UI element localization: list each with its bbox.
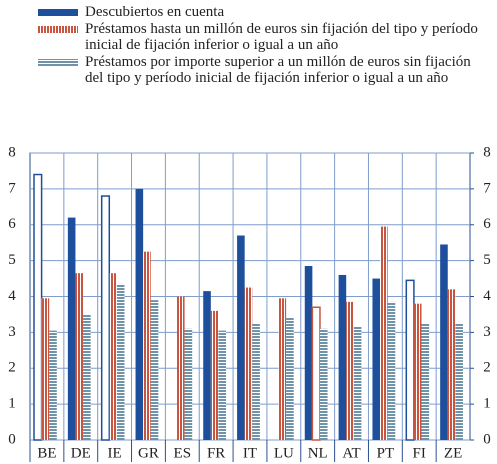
bar [218,330,227,440]
bar [387,301,396,440]
bar [338,274,347,440]
x-tick-label: DE [71,445,91,461]
bar [405,279,415,441]
bar [353,326,362,440]
bar [33,173,43,441]
bar [100,195,111,441]
bar [278,298,287,440]
x-tick-label: IT [243,445,257,461]
legend-item: Descubiertos en cuenta [0,4,490,20]
legend-label: Préstamos por importe superior a un mill… [85,54,471,86]
y-tick-label: 0 [8,431,16,447]
y-tick-label: 2 [8,360,16,376]
bar [143,251,151,440]
y2-tick-label: 8 [483,144,491,160]
legend-swatch [38,26,78,33]
legend-item: Préstamos hasta un millón de euros sin f… [0,21,490,53]
bar [421,323,430,440]
x-tick-label: IE [108,445,122,461]
bar [210,310,219,440]
bar [380,226,388,440]
y2-tick-label: 2 [483,360,491,376]
bar [304,266,313,440]
bar [252,323,260,440]
bar [413,303,422,440]
bar [244,287,253,440]
y2-tick-label: 1 [483,396,491,412]
bar [109,273,117,440]
bar [116,283,125,440]
legend-label: Préstamos hasta un millón de euros sin f… [85,21,478,53]
bar [49,330,57,440]
bar [319,328,328,440]
legend-item: Préstamos por importe superior a un mill… [0,54,490,86]
y2-tick-label: 4 [483,288,491,304]
y-tick-label: 3 [8,324,16,340]
y-tick-label: 8 [8,144,16,160]
y2-tick-label: 7 [483,180,491,196]
bar [203,291,211,440]
bar [184,328,193,440]
y2-tick-label: 5 [483,252,491,268]
y2-tick-label: 6 [483,216,491,232]
x-tick-label: ES [174,445,192,461]
x-tick-label: AT [342,445,360,461]
legend-swatch [38,9,78,16]
legend: Descubiertos en cuenta Préstamos hasta un… [0,4,497,87]
y-tick-label: 6 [8,216,16,232]
y-tick-label: 1 [8,396,16,412]
bar [286,318,294,440]
bar [67,217,76,440]
x-tick-label: BE [37,445,56,461]
x-tick-label: NL [308,445,328,461]
y2-tick-label: 0 [483,431,491,447]
legend-swatch [38,59,78,66]
bar [346,301,354,440]
y-tick-label: 5 [8,252,16,268]
bar [83,314,91,440]
x-tick-label: FR [207,445,225,461]
x-tick-label: ZE [444,445,462,461]
bar [135,188,144,440]
bar [237,235,245,440]
bar [41,298,50,440]
bar [150,300,159,440]
x-tick-label: FI [413,445,426,461]
y-tick-label: 7 [8,180,16,196]
bar [440,244,448,440]
x-tick-label: LU [274,445,294,461]
y2-tick-label: 3 [483,324,491,340]
bar [176,296,185,440]
x-tick-label: PT [377,445,395,461]
bar [311,306,321,441]
bar [372,278,381,440]
bar [455,323,463,440]
bar [75,273,84,440]
y-tick-label: 4 [8,288,16,304]
legend-label: Descubiertos en cuenta [85,4,225,20]
bar [447,289,456,440]
x-tick-label: GR [138,445,159,461]
